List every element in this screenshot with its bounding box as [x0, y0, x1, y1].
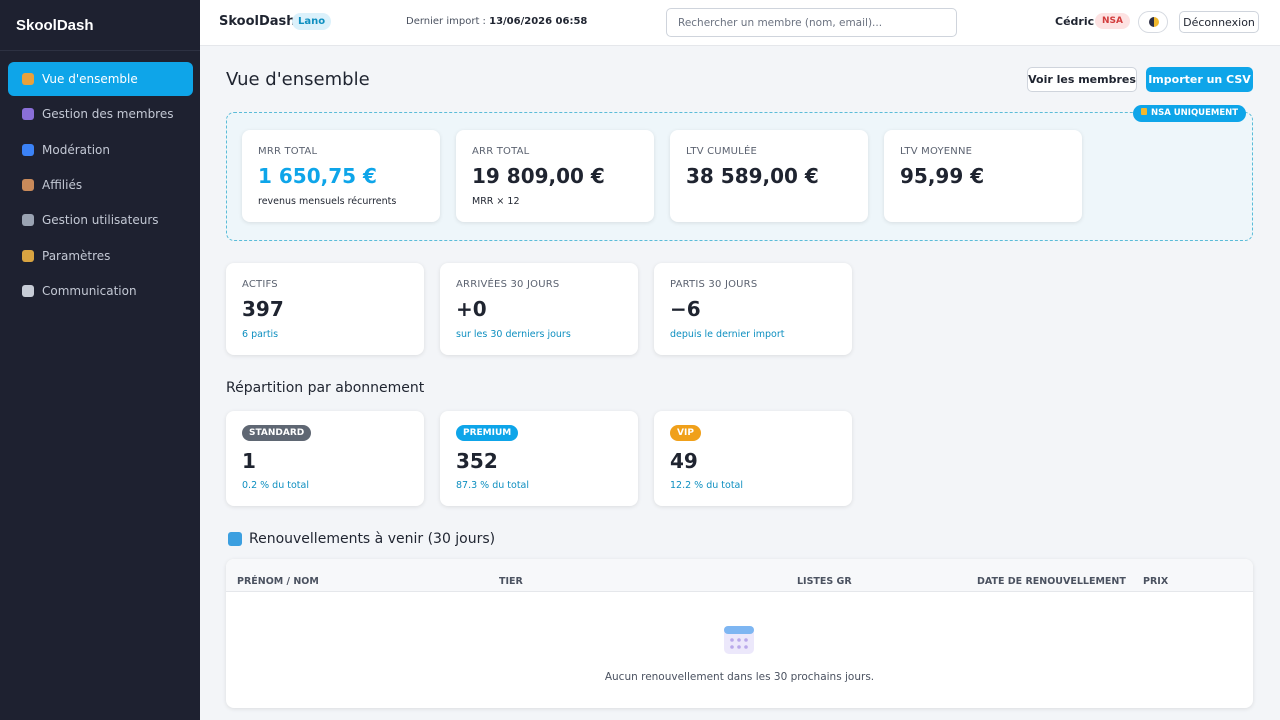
table-header [226, 559, 1253, 592]
workspace-badge: Lano [292, 13, 332, 30]
nav-label: Gestion des membres [42, 107, 174, 122]
card-label: LTV CUMULÉE [686, 146, 757, 157]
section-title: Répartition par abonnement [226, 380, 425, 396]
nav-item[interactable]: Paramètres [8, 239, 193, 273]
user-name: Cédric [1055, 15, 1095, 28]
card-note: revenus mensuels récurrents [258, 196, 397, 207]
card-value: 95,99 € [900, 164, 985, 188]
card-note: MRR × 12 [472, 196, 520, 207]
tier-badge: VIP [670, 425, 701, 441]
card-value: 38 589,00 € [686, 164, 819, 188]
import-label: Dernier import : [406, 16, 486, 27]
card-label: ARR TOTAL [472, 146, 530, 157]
import-info: Dernier import : 13/06/2026 06:58 [406, 16, 587, 27]
column-header: LISTES GR [797, 576, 852, 587]
finance-card: LTV MOYENNE 95,99 € [884, 130, 1082, 222]
import-date: 13/06/2026 06:58 [489, 16, 588, 27]
nav-label: Communication [42, 283, 137, 298]
role-badge: NSA [1095, 13, 1130, 29]
nav-item[interactable]: Gestion utilisateurs [8, 203, 193, 237]
card-label: LTV MOYENNE [900, 146, 973, 157]
card-note: 12.2 % du total [670, 480, 744, 491]
stat-card: ARRIVÉES 30 JOURS +0 sur les 30 derniers… [440, 263, 638, 355]
card-value: 19 809,00 € [472, 164, 605, 188]
nav-item[interactable]: Gestion des membres [8, 97, 193, 131]
finance-card: MRR TOTAL 1 650,75 € revenus mensuels ré… [242, 130, 440, 222]
nav-label: Vue d'ensemble [42, 72, 138, 86]
empty-message: Aucun renouvellement dans les 30 prochai… [604, 671, 875, 683]
card-value: 397 [242, 297, 284, 321]
finance-card: LTV CUMULÉE 38 589,00 € [670, 130, 868, 222]
tier-badge: STANDARD [242, 425, 312, 441]
column-header: TIER [499, 576, 523, 587]
card-note: sur les 30 derniers jours [456, 329, 571, 340]
nav-label: Affiliés [42, 177, 83, 192]
column-header: DATE DE RENOUVELLEMENT [977, 576, 1126, 587]
card-value: +0 [456, 297, 487, 321]
card-note: 6 partis [242, 329, 279, 340]
nav-label: Modération [42, 142, 110, 157]
nav-item[interactable]: Vue d'ensemble [8, 62, 193, 96]
search-input[interactable]: Rechercher un membre (nom, email)... [666, 8, 957, 37]
card-note: depuis le dernier import [670, 329, 785, 340]
stat-card: PARTIS 30 JOURS −6 depuis le dernier imp… [654, 263, 852, 355]
column-header: PRÉNOM / NOM [237, 576, 319, 587]
card-value: 1 650,75 € [258, 164, 377, 188]
tier-card: PREMIUM 352 87.3 % du total [440, 411, 638, 506]
tier-card: VIP 49 12.2 % du total [654, 411, 852, 506]
finance-badge-text: NSA UNIQUEMENT [1151, 108, 1239, 118]
nav-item[interactable]: Communication [8, 274, 193, 308]
card-value: −6 [670, 297, 701, 321]
members-button[interactable]: Voir les membres [1027, 67, 1137, 92]
card-note: 0.2 % du total [242, 480, 309, 491]
section-title: Renouvellements à venir (30 jours) [249, 531, 496, 547]
topbar: SkoolDash Lano Dernier import : 13/06/20… [200, 0, 1280, 46]
renewal-icon [228, 532, 242, 546]
empty-icon [724, 626, 754, 654]
page-title: Vue d'ensemble [226, 69, 370, 90]
card-label: ACTIFS [242, 279, 278, 290]
import-button[interactable]: Importer un CSV [1146, 67, 1253, 92]
column-header: PRIX [1143, 576, 1169, 587]
stat-card: ACTIFS 397 6 partis [226, 263, 424, 355]
renewals-table: PRÉNOM / NOM TIER LISTES GR DATE DE RENOUVE… [226, 559, 1253, 708]
card-note: 87.3 % du total [456, 480, 530, 491]
finance-card: ARR TOTAL 19 809,00 € MRR × 12 [456, 130, 654, 222]
nav-item[interactable]: Modération [8, 133, 193, 167]
logout-button[interactable]: Déconnexion [1179, 11, 1259, 33]
nav-label: Paramètres [42, 248, 111, 263]
card-label: ARRIVÉES 30 JOURS [456, 279, 560, 290]
sidebar: SkoolDash Vue d'ensemble Gestion des memb… [0, 0, 200, 720]
tier-card: STANDARD 1 0.2 % du total [226, 411, 424, 506]
card-label: MRR TOTAL [258, 146, 318, 157]
card-value: 1 [242, 449, 256, 473]
nav-item[interactable]: Affiliés [8, 168, 193, 202]
finance-badge: NSA UNIQUEMENT [1133, 105, 1247, 122]
nav-label: Gestion utilisateurs [42, 213, 159, 228]
tier-badge: PREMIUM [456, 425, 519, 441]
card-value: 49 [670, 449, 698, 473]
card-label: PARTIS 30 JOURS [670, 279, 758, 290]
brand: SkoolDash [16, 17, 94, 34]
theme-toggle[interactable] [1138, 11, 1168, 33]
card-value: 352 [456, 449, 498, 473]
app-title: SkoolDash [219, 14, 296, 29]
